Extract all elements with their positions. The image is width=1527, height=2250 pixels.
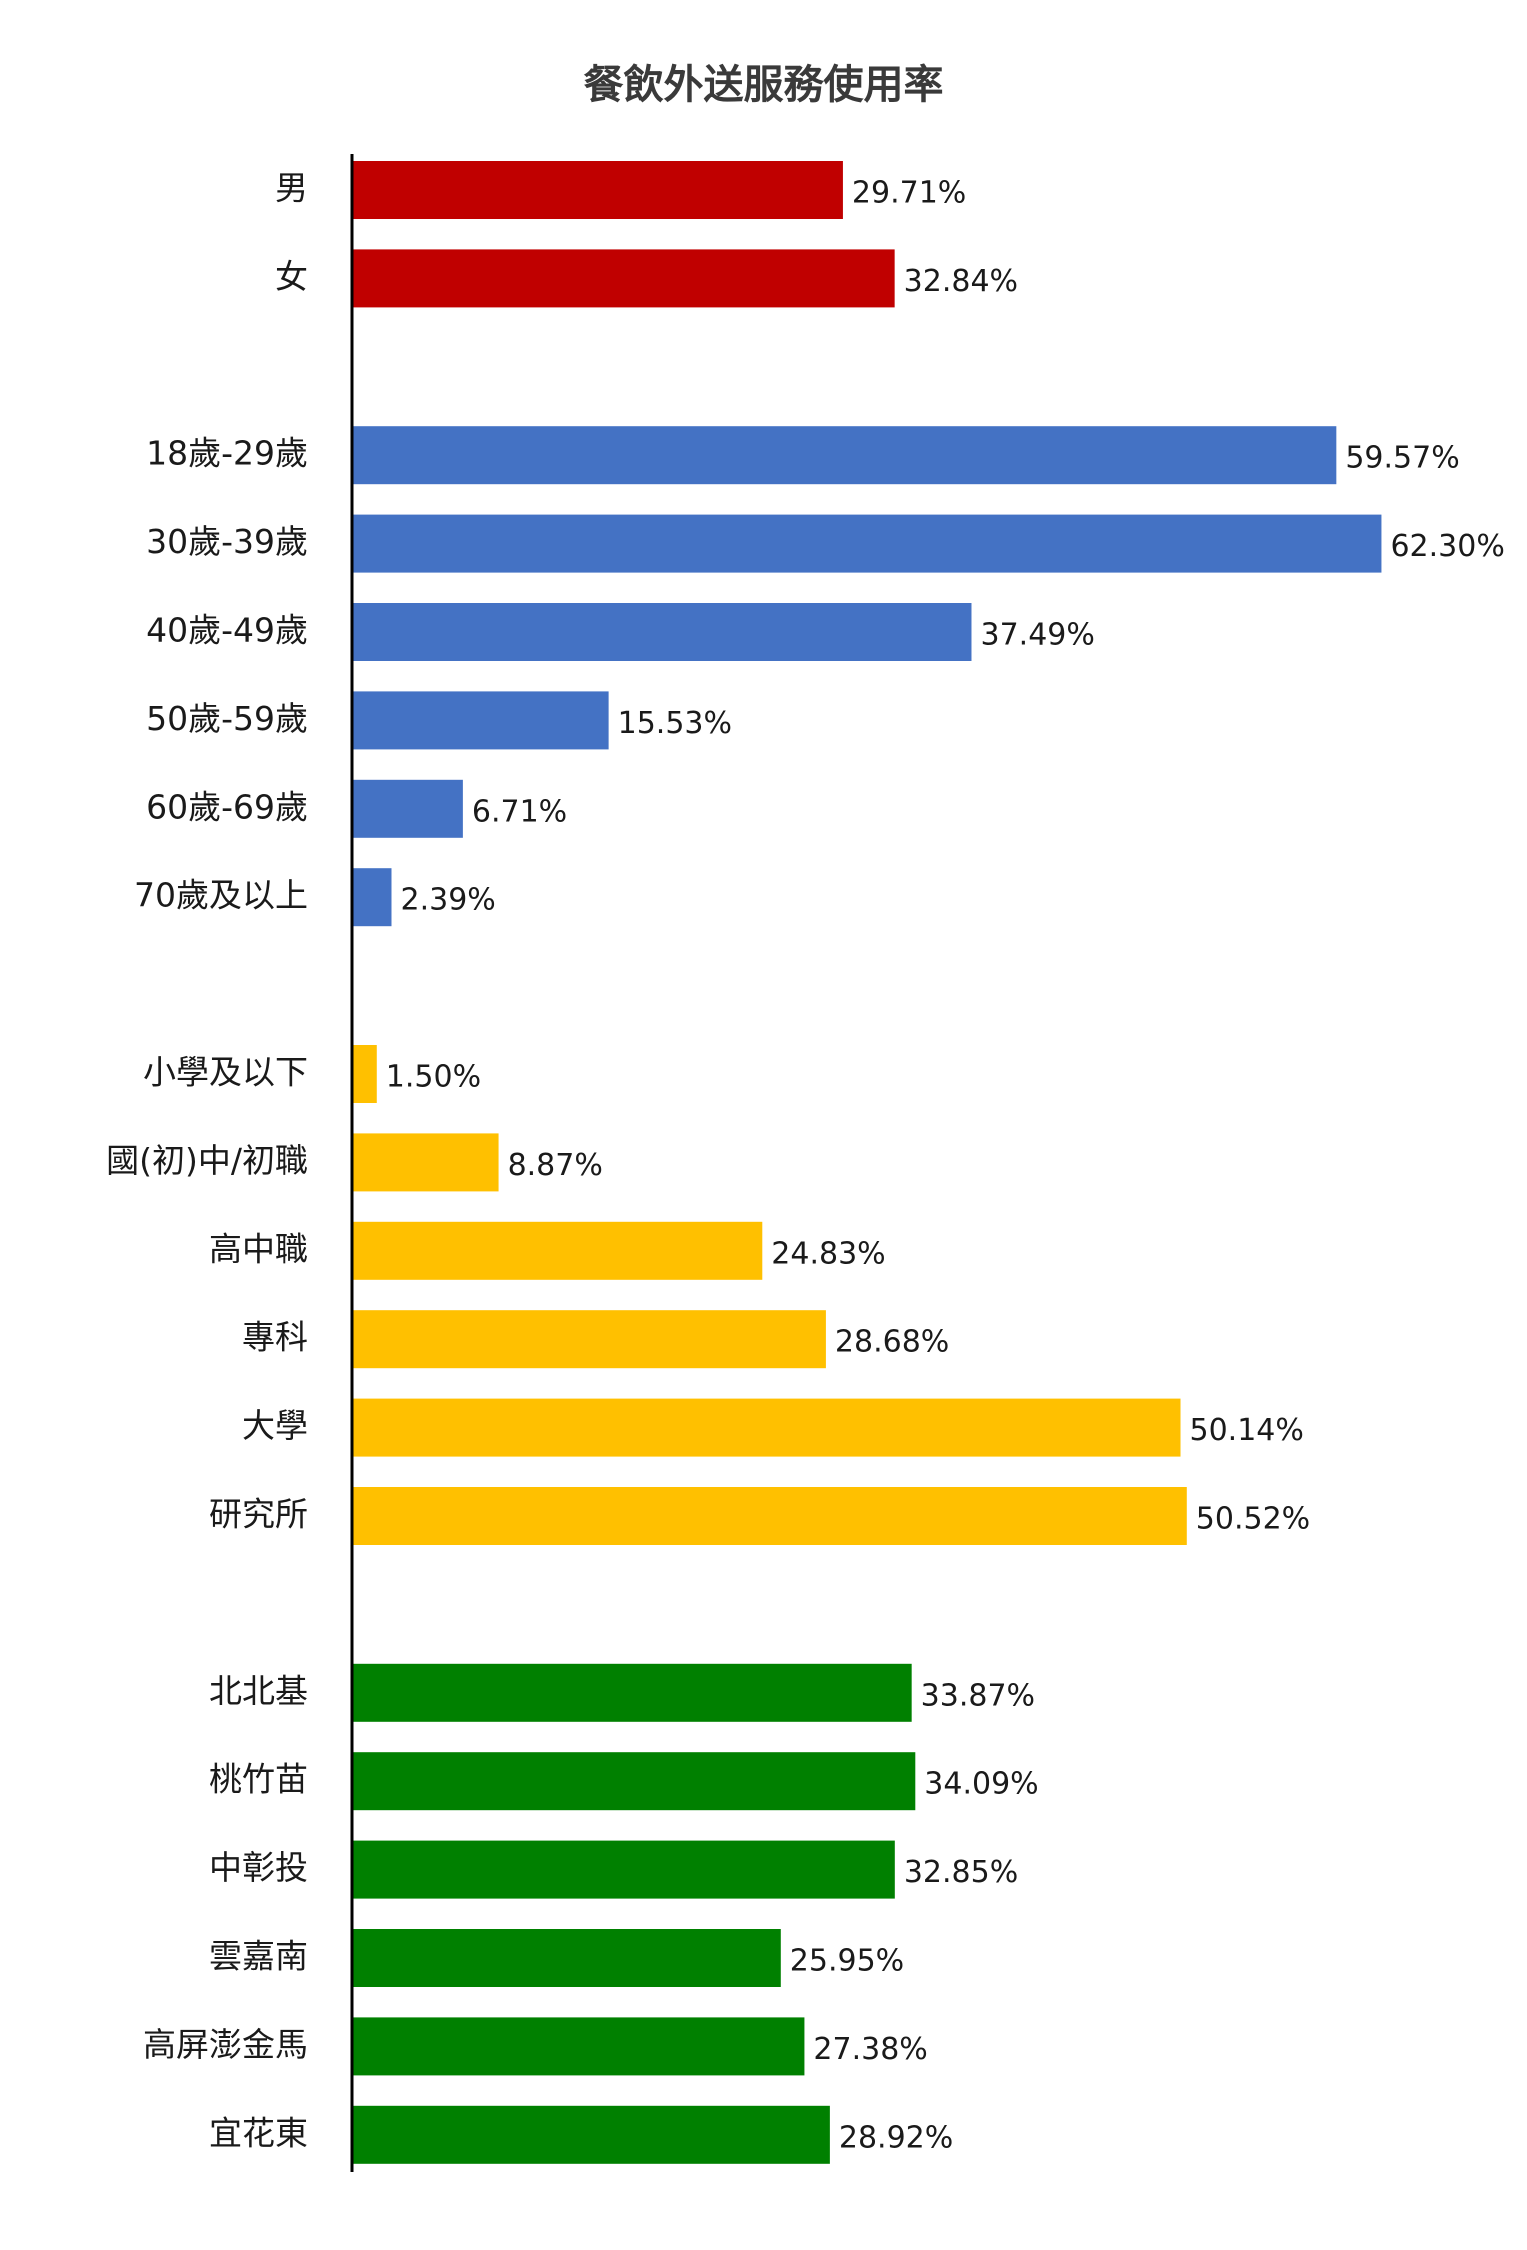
data-label: 50.14% bbox=[1190, 1413, 1304, 1448]
category-label: 研究所 bbox=[209, 1495, 308, 1534]
data-label: 62.30% bbox=[1390, 529, 1504, 564]
data-label: 50.52% bbox=[1196, 1502, 1310, 1537]
bar bbox=[352, 1840, 895, 1899]
data-label: 32.84% bbox=[904, 264, 1018, 299]
category-label: 男 bbox=[275, 169, 308, 208]
data-label: 24.83% bbox=[771, 1236, 885, 1271]
data-label: 2.39% bbox=[400, 883, 495, 918]
category-label: 雲嘉南 bbox=[209, 1937, 308, 1976]
bar bbox=[352, 2017, 805, 2076]
bar bbox=[352, 1752, 916, 1811]
bar bbox=[352, 1045, 377, 1103]
bar bbox=[352, 161, 843, 219]
category-label: 桃竹苗 bbox=[209, 1760, 308, 1799]
category-label: 國(初)中/初職 bbox=[106, 1141, 308, 1180]
category-label: 高屏澎金馬 bbox=[143, 2025, 308, 2064]
data-label: 59.57% bbox=[1345, 441, 1459, 476]
category-label: 宜花東 bbox=[209, 2113, 308, 2152]
category-label: 70歲及以上 bbox=[134, 876, 308, 915]
bar bbox=[352, 426, 1337, 485]
bar bbox=[352, 779, 463, 838]
category-label: 高中職 bbox=[209, 1229, 308, 1268]
category-label: 小學及以下 bbox=[143, 1053, 308, 1092]
data-label: 25.95% bbox=[790, 1944, 904, 1979]
category-label: 18歲-29歲 bbox=[146, 434, 308, 473]
data-label: 28.68% bbox=[835, 1325, 949, 1360]
bar bbox=[352, 514, 1382, 573]
bars-layer: 男 29.71% 女 32.84% 18歲-29歲 59.57% 30歲-39歲 62.30%… bbox=[106, 161, 1505, 2164]
bar bbox=[352, 691, 609, 750]
bar bbox=[352, 1133, 499, 1192]
data-label: 1.50% bbox=[386, 1060, 481, 1095]
bar bbox=[352, 1221, 763, 1280]
data-label: 34.09% bbox=[924, 1767, 1038, 1802]
category-label: 大學 bbox=[242, 1406, 308, 1445]
category-label: 50歲-59歲 bbox=[146, 699, 308, 738]
category-label: 專科 bbox=[242, 1318, 308, 1357]
data-label: 29.71% bbox=[852, 176, 966, 211]
bar bbox=[352, 1663, 912, 1722]
bar bbox=[352, 1398, 1181, 1457]
chart-title: 餐飲外送服務使用率 bbox=[583, 62, 944, 108]
category-label: 30歲-39歲 bbox=[146, 522, 308, 561]
bar bbox=[352, 249, 895, 308]
data-label: 32.85% bbox=[904, 1855, 1018, 1890]
data-label: 8.87% bbox=[508, 1148, 603, 1183]
bar bbox=[352, 1310, 826, 1369]
data-label: 6.71% bbox=[472, 794, 567, 829]
category-label: 60歲-69歲 bbox=[146, 787, 308, 826]
bar bbox=[352, 603, 972, 661]
data-label: 15.53% bbox=[618, 706, 732, 741]
data-label: 33.87% bbox=[921, 1678, 1035, 1713]
category-label: 女 bbox=[275, 257, 308, 296]
category-label: 中彰投 bbox=[209, 1848, 308, 1887]
data-label: 27.38% bbox=[813, 2032, 927, 2067]
category-label: 北北基 bbox=[209, 1671, 308, 1710]
bar bbox=[352, 1929, 781, 1987]
bar bbox=[352, 868, 392, 927]
category-label: 40歲-49歲 bbox=[146, 611, 308, 650]
data-label: 37.49% bbox=[980, 618, 1094, 653]
bar bbox=[352, 1487, 1187, 1545]
bar bbox=[352, 2105, 830, 2164]
data-label: 28.92% bbox=[839, 2120, 953, 2155]
